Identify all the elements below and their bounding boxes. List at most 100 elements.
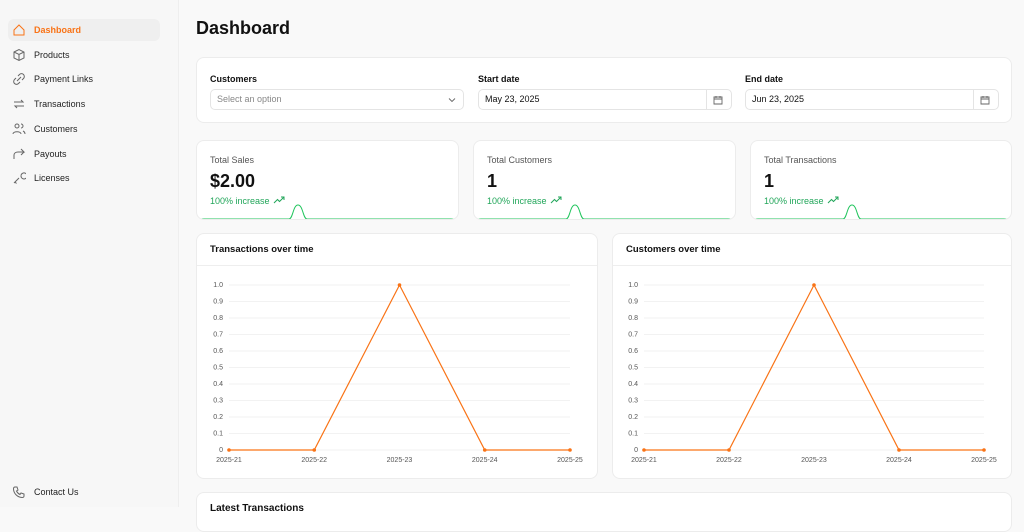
point <box>482 448 487 452</box>
icon-path <box>448 98 456 103</box>
table-title: Latest Transactions <box>210 503 304 514</box>
y-tick-label: 0 <box>219 447 223 454</box>
stat-label: Total Customers <box>487 155 553 165</box>
input-text: Select an option <box>217 94 282 104</box>
x-tick-label: 2025-24 <box>472 457 498 464</box>
stat-change: 100% increase <box>764 196 839 206</box>
x-tick-label: 2025-21 <box>631 457 657 464</box>
nav-icon <box>13 24 25 36</box>
x-tick-label: 2025-25 <box>557 457 583 464</box>
nav-label: Transactions <box>34 99 86 109</box>
y-tick-label: 0.2 <box>628 414 638 421</box>
stat-label: Total Sales <box>210 155 255 165</box>
y-tick-label: 0.5 <box>213 364 223 371</box>
stat-change: 100% increase <box>487 196 562 206</box>
sparkline <box>751 204 1011 219</box>
filter-label: Start date <box>478 74 520 84</box>
nav-item[interactable]: Customers <box>8 118 160 140</box>
y-tick-label: 1.0 <box>213 282 223 289</box>
date-input[interactable]: Jun 23, 2025 <box>745 89 999 110</box>
nav-label: Payouts <box>34 149 67 159</box>
divider <box>706 90 707 109</box>
stat-value: $2.00 <box>210 171 256 191</box>
nav-item[interactable]: Payouts <box>8 143 160 165</box>
y-tick-label: 0.4 <box>628 381 638 388</box>
icon-path <box>713 96 723 105</box>
nav-item[interactable]: Products <box>8 44 160 66</box>
filter-label: End date <box>745 74 784 84</box>
y-tick-label: 1.0 <box>628 282 638 289</box>
nav-label: Products <box>34 50 70 60</box>
y-tick-label: 0.4 <box>213 381 223 388</box>
input-icon <box>448 98 456 103</box>
point <box>312 448 317 452</box>
point <box>982 448 986 452</box>
x-tick-label: 2025-22 <box>301 457 327 464</box>
icon-path <box>12 486 25 499</box>
y-tick-label: 0.2 <box>213 414 223 421</box>
sparkline-path <box>197 204 458 219</box>
x-tick-label: 2025-25 <box>971 457 997 464</box>
change-text: 100% increase <box>210 196 270 206</box>
icon-path <box>13 48 25 62</box>
y-tick-label: 0.9 <box>213 298 223 305</box>
filter-label: Customers <box>210 74 258 84</box>
stat-value: 1 <box>487 171 498 191</box>
nav-icon <box>13 148 26 159</box>
sparkline <box>197 204 458 219</box>
nav-icon <box>13 73 25 85</box>
x-tick-label: 2025-22 <box>716 457 742 464</box>
chart: 0 0.1 0.2 0.3 0.4 0.5 0.6 0.7 0.8 0.9 1.0 2025-21 20… <box>628 282 997 464</box>
sparkline <box>474 204 735 219</box>
input-text: May 23, 2025 <box>485 94 540 104</box>
point <box>397 283 402 287</box>
date-input[interactable]: May 23, 2025 <box>478 89 732 110</box>
table-card: Latest Transactions <box>196 492 1012 532</box>
x-tick-label: 2025-23 <box>801 457 827 464</box>
point <box>642 448 646 452</box>
y-tick-label: 0.9 <box>628 298 638 305</box>
x-tick-label: 2025-24 <box>886 457 912 464</box>
icon-path <box>13 172 26 184</box>
nav-item[interactable]: Payment Links <box>8 68 160 90</box>
divider <box>973 90 974 109</box>
contact-link[interactable]: Contact Us <box>8 481 160 503</box>
nav-item[interactable]: Transactions <box>8 93 160 115</box>
chart: 0 0.1 0.2 0.3 0.4 0.5 0.6 0.7 0.8 0.9 1.0 2025-21 20… <box>213 282 583 464</box>
nav-icon <box>13 48 25 62</box>
nav-item[interactable]: Licenses <box>8 167 160 189</box>
nav-label: Licenses <box>34 173 70 183</box>
chart-title: Customers over time <box>626 244 721 255</box>
select-input[interactable]: Select an option <box>210 89 464 110</box>
chart-card: Customers over time 0 0.1 0.2 0.3 0.4 0.5 0.6 0.… <box>612 233 1012 479</box>
divider <box>613 265 1011 266</box>
stat-card: Total Transactions 1 100% increase <box>750 140 1012 220</box>
y-tick-label: 0.3 <box>213 397 223 404</box>
chart-card: Transactions over time 0 0.1 0.2 0.3 0.4 0.5 0.… <box>196 233 598 479</box>
y-tick-label: 0.6 <box>628 348 638 355</box>
icon-path <box>550 196 562 204</box>
sparkline-path <box>751 204 1011 219</box>
icon-path <box>273 196 285 204</box>
change-text: 100% increase <box>764 196 824 206</box>
sparkline-path <box>474 204 735 219</box>
icon-path <box>13 148 26 159</box>
nav-icon <box>13 172 26 184</box>
icon-path <box>827 196 839 204</box>
nav-label: Payment Links <box>34 74 94 84</box>
nav-item[interactable]: Dashboard <box>8 19 160 41</box>
sidebar: Dashboard Products Payment Links Transactio… <box>0 0 179 507</box>
icon-path <box>12 123 26 135</box>
divider <box>197 265 597 266</box>
nav-label: Dashboard <box>34 25 82 35</box>
y-tick-label: 0.8 <box>628 315 638 322</box>
nav-label: Customers <box>34 124 78 134</box>
stat-card: Total Customers 1 100% increase <box>473 140 736 220</box>
stat-label: Total Transactions <box>764 155 837 165</box>
stat-change: 100% increase <box>210 196 285 206</box>
y-tick-label: 0.1 <box>628 430 638 437</box>
y-tick-label: 0.3 <box>628 397 638 404</box>
page-title: Dashboard <box>196 18 291 38</box>
nav-icon <box>12 123 26 135</box>
